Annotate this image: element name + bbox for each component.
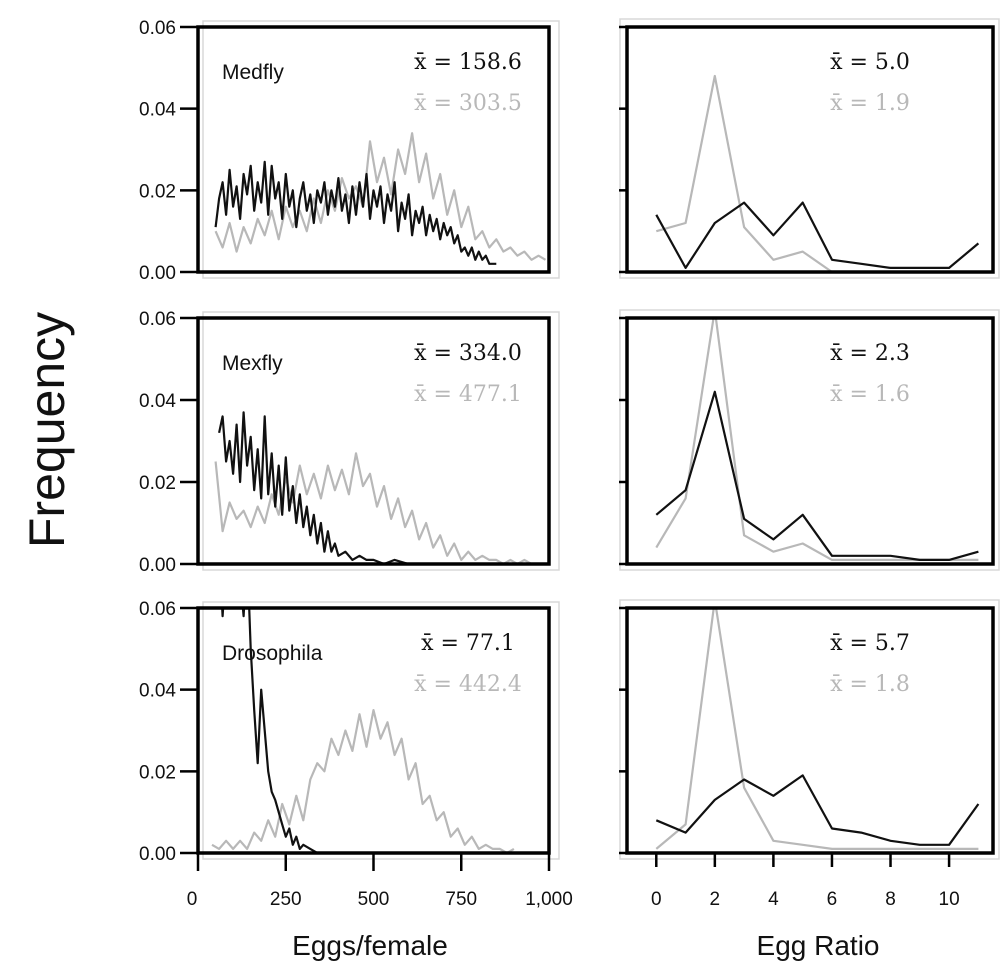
black-series-line	[221, 608, 339, 853]
panel-frame	[196, 25, 551, 274]
panel-frame	[196, 316, 551, 566]
ghost-frame	[202, 20, 560, 279]
mean-black-label: x̄ = 334.0	[414, 341, 522, 366]
gray-series-line	[211, 709, 515, 853]
y-tick-label: 0.04	[139, 391, 176, 412]
y-tick-label: 0.02	[139, 762, 176, 783]
y-tick-label: 0.04	[139, 681, 176, 702]
panel-mexfly-eggs: 0.00 0.02 0.04 0.06 Mexfly x̄ = 334.0 x̄ = 477…	[139, 309, 560, 576]
black-series-line	[218, 411, 465, 564]
panel-mexfly-ratio: x̄ = 2.3 x̄ = 1.6	[619, 309, 1000, 571]
x-tick-label: 0	[651, 889, 662, 910]
x-tick-label: 10	[939, 889, 960, 910]
panel-medfly-eggs: 0.00 0.02 0.04 0.06 Medfly x̄ = 158.6 x̄ = 303…	[139, 18, 560, 284]
black-series-line	[214, 160, 497, 265]
panel-frame	[625, 606, 995, 855]
mean-gray-label: x̄ = 1.6	[830, 382, 910, 407]
mean-gray-label: x̄ = 1.9	[830, 91, 910, 116]
y-tick-label: 0.06	[139, 309, 176, 330]
species-label: Mexfly	[222, 352, 283, 375]
ghost-frame	[619, 18, 1000, 279]
panel-drosophila-ratio: x̄ = 5.7 x̄ = 1.8 0 2 4 6 8 10	[619, 599, 1000, 910]
mean-gray-label: x̄ = 442.4	[414, 672, 522, 697]
mean-black-label: x̄ = 158.6	[414, 50, 522, 75]
panel-frame	[625, 316, 995, 566]
y-tick-label: 0.02	[139, 473, 176, 494]
mean-black-label: x̄ = 77.1	[421, 631, 515, 656]
ghost-frame	[619, 309, 1000, 571]
mean-black-label: x̄ = 2.3	[830, 341, 910, 366]
x-tick-label: 8	[885, 889, 896, 910]
species-label: Medfly	[222, 61, 284, 84]
black-series-line	[655, 201, 980, 269]
panel-drosophila-eggs: 0.00 0.02 0.04 0.06 Drosophila x̄ = 77.1 x̄ = …	[139, 599, 573, 910]
ghost-frame	[619, 599, 1000, 860]
gray-series-line	[214, 452, 539, 564]
x-tick-label: 0	[187, 889, 198, 910]
right-x-axis-title: Egg Ratio	[757, 930, 880, 961]
mean-black-label: x̄ = 5.7	[830, 631, 910, 656]
y-axis-title: Frequency	[19, 312, 75, 548]
y-tick-label: 0.00	[139, 555, 176, 576]
x-tick-label: 750	[445, 889, 477, 910]
x-tick-label: 500	[358, 889, 390, 910]
black-series-line	[655, 390, 979, 561]
x-tick-label: 6	[827, 889, 838, 910]
plots-layer: 0.00 0.02 0.04 0.06 Medfly x̄ = 158.6 x̄ = 303…	[139, 18, 1000, 910]
y-tick-label: 0.02	[139, 181, 176, 202]
left-x-axis-title: Eggs/female	[292, 930, 448, 961]
ghost-frame	[202, 601, 560, 860]
y-tick-label: 0.06	[139, 18, 176, 39]
gray-series-line	[655, 608, 979, 850]
black-series-line	[655, 774, 980, 846]
panel-medfly-ratio: x̄ = 5.0 x̄ = 1.9	[619, 18, 1000, 279]
y-tick-label: 0.04	[139, 100, 176, 121]
mean-gray-label: x̄ = 477.1	[414, 382, 522, 407]
mean-gray-label: x̄ = 1.8	[830, 672, 910, 697]
gray-series-line	[655, 318, 979, 561]
x-tick-label: 4	[768, 889, 779, 910]
mean-black-label: x̄ = 5.0	[830, 50, 910, 75]
gray-series-line	[214, 132, 547, 261]
y-tick-label: 0.00	[139, 263, 176, 284]
gray-series-line	[656, 74, 833, 272]
x-tick-label: 2	[710, 889, 721, 910]
ghost-frame	[202, 311, 560, 571]
mean-gray-label: x̄ = 303.5	[414, 91, 522, 116]
x-tick-label: 250	[270, 889, 302, 910]
y-tick-label: 0.06	[139, 599, 176, 620]
y-tick-label: 0.00	[139, 844, 176, 865]
panel-frame	[625, 25, 995, 274]
species-label: Drosophila	[222, 642, 323, 665]
x-tick-label: 1,000	[525, 889, 573, 910]
